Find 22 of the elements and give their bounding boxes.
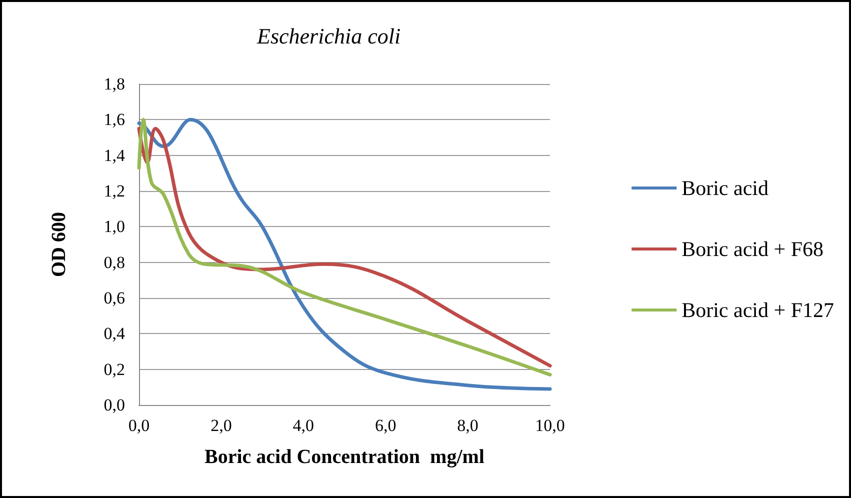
x-tick-label: 6,0 <box>374 416 396 435</box>
y-tick-label: 1,4 <box>104 146 126 165</box>
y-tick-label: 1,0 <box>104 217 125 236</box>
x-axis-title: Boric acid Concentration mg/ml <box>204 446 485 468</box>
y-tick-label: 0,4 <box>104 324 126 344</box>
x-tick-label: 10,0 <box>535 416 565 435</box>
y-tick-label: 0,6 <box>104 288 125 308</box>
chart-title: Escherichia coli <box>256 24 401 48</box>
legend-label: Boric acid + F68 <box>682 237 824 261</box>
y-tick-label: 1,2 <box>104 182 125 200</box>
x-tick-label: 0,0 <box>128 416 150 435</box>
y-tick-label: 1,8 <box>104 74 125 94</box>
y-tick-label: 0,8 <box>104 252 125 272</box>
x-tick-label: 8,0 <box>457 416 478 435</box>
x-tick-label: 2,0 <box>210 416 232 435</box>
legend-label: Boric acid + F127 <box>682 298 834 322</box>
y-tick-label: 0,0 <box>104 396 125 414</box>
y-tick-label: 0,2 <box>104 360 125 379</box>
y-tick-label: 1,6 <box>104 110 125 130</box>
y-axis-title: OD 600 <box>48 212 70 277</box>
legend-label: Boric acid <box>682 176 769 200</box>
x-tick-label: 4,0 <box>292 416 314 435</box>
